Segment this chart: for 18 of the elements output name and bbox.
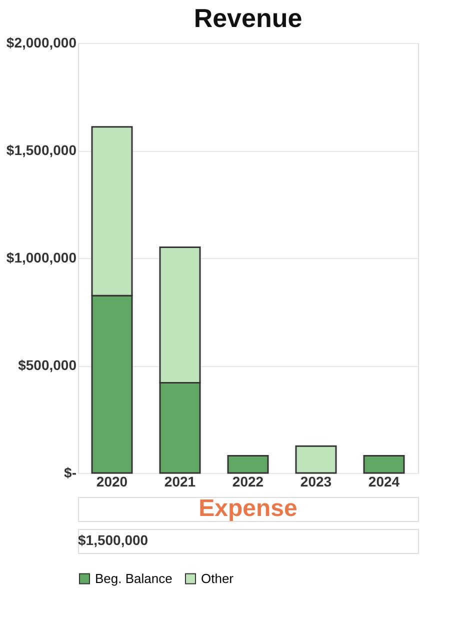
bar: [295, 445, 337, 474]
y-tick-label: $1,000,000: [6, 250, 77, 266]
bar: [227, 455, 269, 474]
x-tick-label: 2022: [232, 474, 264, 490]
y-tick-label: $2,000,000: [6, 34, 77, 50]
legend-label: Other: [201, 570, 234, 586]
legend-label: Beg. Balance: [95, 570, 172, 586]
x-tick-label: 2024: [368, 474, 400, 490]
y-tick-label: $500,000: [18, 357, 77, 373]
y-tick-label: $-: [64, 464, 77, 480]
text: Expense: [198, 495, 298, 522]
x-tick-label: 2020: [96, 474, 128, 490]
x-tick-label: 2023: [300, 474, 332, 490]
bar: [363, 455, 405, 474]
chart-title: Revenue: [194, 3, 302, 33]
x-tick-label: 2021: [164, 474, 196, 490]
y-tick-label: $1,500,000: [6, 142, 77, 158]
text: $1,500,000: [78, 532, 148, 548]
